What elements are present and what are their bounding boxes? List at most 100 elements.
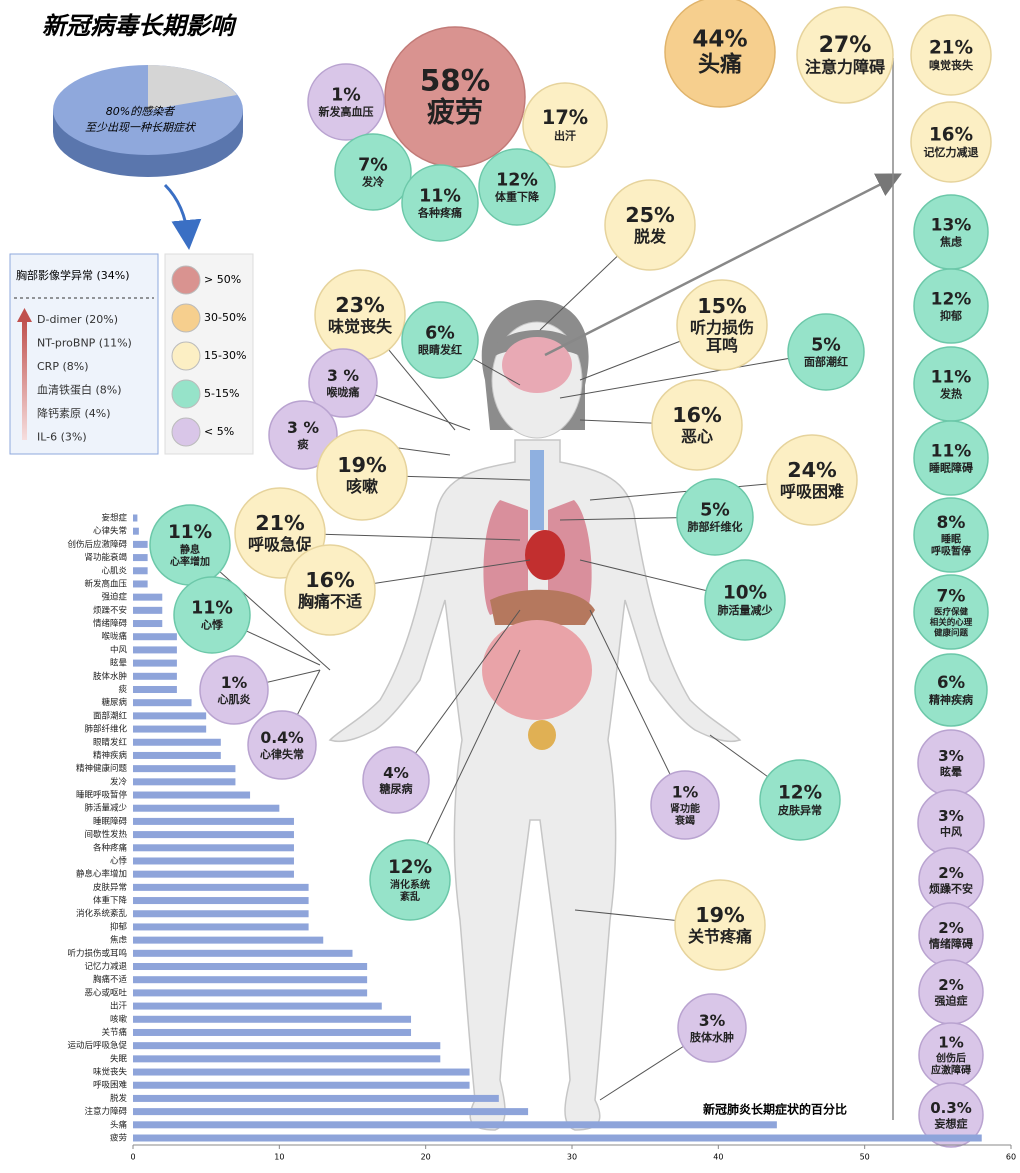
x-tick-label: 10 [274,1153,284,1162]
biomarker-item: NT-proBNP (11%) [37,337,132,350]
bubble [334,133,412,211]
bubble-percent: 27% [819,33,872,58]
x-tick-label: 20 [421,1153,431,1162]
y-tick-label: 中风 [110,644,128,655]
bar [133,1055,441,1063]
leader-line [395,609,521,781]
bubble [676,478,754,556]
bubble-label: 耳鸣 [706,336,738,355]
y-tick-label: 咳嗽 [110,1014,128,1025]
legend-box: > 50% 30-50% 15-30% 5-15% < 5% [164,253,254,455]
bubble-percent: 19% [695,903,745,927]
bubble-percent: 5% [811,336,841,356]
bubble-label: 脱发 [634,227,667,246]
bar [133,751,221,759]
bubble-percent: 6% [937,673,966,692]
bubble-label: 皮肤异常 [777,803,822,817]
bubble-label: 关节疼痛 [688,927,752,946]
box-header: 胸部影像学异常 (34%) [16,268,130,282]
bubble-label: 注意力障碍 [805,58,885,77]
y-tick-label: 精神健康问题 [76,763,128,774]
bar [133,1015,412,1023]
bar [133,963,368,971]
bubble [759,759,841,841]
y-tick-label: 脱发 [110,1093,128,1104]
bar [133,1108,529,1116]
y-tick-label: 抑郁 [110,921,128,932]
x-tick-label: 30 [567,1153,577,1162]
bubble-percent: 12% [778,783,822,804]
bubble-label: 糖尿病 [380,782,413,796]
bubble [787,313,865,391]
leader-line [589,609,686,806]
legend-swatch [171,379,201,409]
bar [133,1002,382,1010]
bar [133,1121,777,1129]
y-tick-label: 体重下降 [93,895,128,906]
bubble-label: 睡眠障碍 [929,461,973,475]
bar [133,1068,470,1076]
bar [133,633,177,641]
bar [133,989,368,997]
bubble-percent: 2% [938,976,963,994]
bubble-label: 衰竭 [674,814,695,827]
bubble-percent: 21% [929,38,973,59]
bubble-percent: 1% [331,86,361,106]
bubble-percent: 19% [337,453,387,477]
bubble-label: 肺部纤维化 [688,520,743,534]
bubble-label: 肾功能 [670,802,700,815]
bubble [910,101,992,183]
body [328,300,742,1131]
bubble [677,993,747,1063]
bubble-percent: 8% [937,513,966,533]
bubble-percent: 12% [388,857,432,878]
y-tick-label: 呼吸困难 [93,1080,128,1091]
bubble [384,26,526,168]
bubble-label: 情绪障碍 [929,937,973,951]
bubble-label: 医疗保健 [934,607,969,618]
bubble [913,574,989,650]
bar [133,659,177,667]
y-tick-label: 肢体水肿 [93,671,127,682]
biomarker-item: CRP (8%) [37,360,89,373]
bar [133,831,294,839]
bar [133,540,148,548]
x-tick-label: 50 [860,1153,870,1162]
bubble [674,879,766,971]
bubble [362,746,430,814]
bubble-percent: 16% [305,568,355,592]
legend-label: < 5% [204,425,234,438]
bar [133,1134,982,1142]
bubble-label: 肺活量减少 [718,603,773,617]
bar [133,554,148,562]
pie: 80%的感染者 至少出现一种长期症状 [53,65,243,250]
y-tick-label: 发冷 [110,776,128,787]
bar [133,844,294,852]
y-tick-label: 肾功能衰竭 [84,552,127,563]
bar [133,672,177,680]
bubble-percent: 3% [938,807,964,825]
bubble-label: 精神疾病 [929,692,973,706]
bar [133,791,251,799]
bubble-label: 体重下降 [495,190,540,204]
leader-line [559,351,827,399]
y-tick-label: 皮肤异常 [93,882,127,893]
legend-swatch [171,417,201,447]
bar [133,580,148,588]
y-tick-label: 味觉丧失 [93,1067,128,1078]
y-tick-label: 焦虑 [110,935,128,946]
y-tick-label: 情绪障碍 [93,618,128,629]
y-tick-label: 运动后呼吸急促 [67,1040,127,1051]
legend-label: 30-50% [204,311,246,324]
bubble-percent: 3% [699,1011,726,1030]
bar [133,567,148,575]
bubble-percent: 11% [168,522,212,543]
bar [133,804,280,812]
bubble-percent: 5% [700,501,730,521]
bar [133,897,309,905]
bubble-percent: 6% [425,324,455,344]
bubble-label: 相关的心理 [930,617,973,628]
y-tick-label: 面部潮红 [93,710,128,721]
bubble-label: 喉咙痛 [327,385,360,399]
y-tick-label: 睡眠障碍 [93,816,128,827]
